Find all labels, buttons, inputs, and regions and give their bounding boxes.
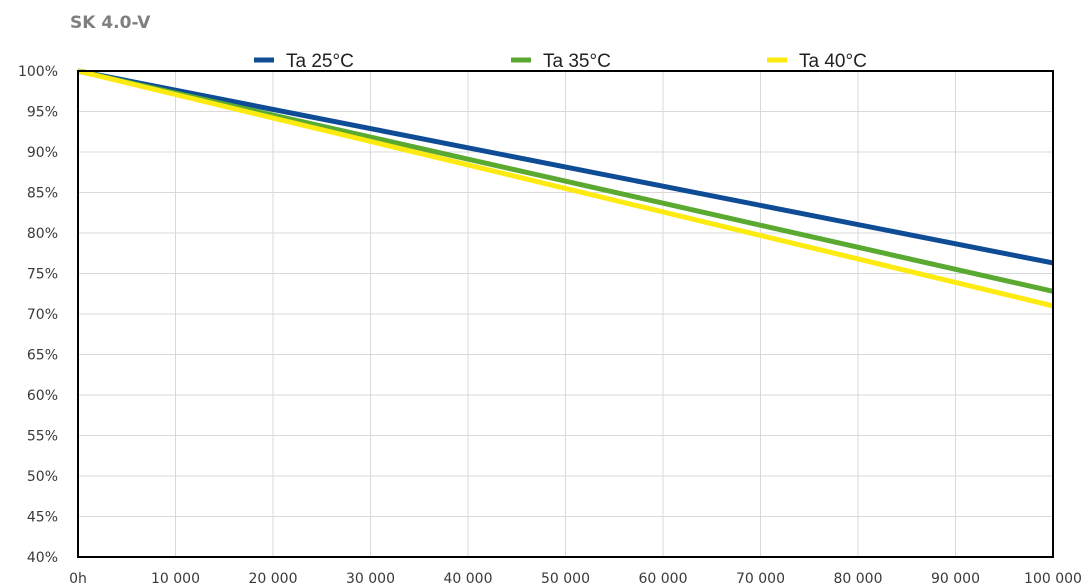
y-tick-label: 85%	[27, 186, 58, 202]
y-tick-label: 45%	[27, 510, 58, 526]
chart-title: SK 4.0-V	[70, 13, 151, 33]
legend: Ta 25°C Ta 35°C Ta 40°C	[254, 51, 867, 72]
y-tick-label: 80%	[27, 226, 58, 242]
y-tick-label: 60%	[27, 388, 58, 404]
x-tick-label: 20 000	[249, 571, 298, 587]
series-line	[77, 68, 1054, 266]
plot-frame	[77, 70, 1054, 558]
x-tick-label: 80 000	[834, 571, 883, 587]
y-tick-label: 90%	[27, 145, 58, 161]
y-tick-label: 95%	[27, 105, 58, 121]
x-axis-ticks: 0h 10 000 20 000 30 000 40 000 50 000 60 000 70…	[69, 571, 1082, 587]
x-tick-label: 0h	[69, 571, 87, 587]
x-tick-label: 50 000	[541, 571, 590, 587]
legend-label: Ta 40°C	[799, 51, 867, 72]
x-tick-label: 30 000	[346, 571, 395, 587]
legend-label: Ta 35°C	[543, 51, 611, 72]
y-tick-label: 65%	[27, 348, 58, 364]
x-tick-label: 70 000	[736, 571, 785, 587]
y-tick-label: 75%	[27, 267, 58, 283]
x-tick-label: 10 000	[151, 571, 200, 587]
series-lines	[77, 68, 1054, 309]
x-tick-label: 40 000	[444, 571, 493, 587]
y-tick-label: 55%	[27, 429, 58, 445]
x-tick-label: 90 000	[931, 571, 980, 587]
x-tick-label: 100 000	[1024, 571, 1082, 587]
y-axis-ticks: 40% 45% 50% 55% 60% 65% 70% 75% 80% 85% 90% 95% 100%	[18, 64, 58, 566]
x-tick-label: 60 000	[639, 571, 688, 587]
gridlines	[77, 70, 1054, 558]
series-line	[77, 68, 1054, 309]
y-tick-label: 50%	[27, 469, 58, 485]
y-tick-label: 70%	[27, 307, 58, 323]
legend-label: Ta 25°C	[286, 51, 354, 72]
y-tick-label: 100%	[18, 64, 58, 80]
y-tick-label: 40%	[27, 550, 58, 566]
